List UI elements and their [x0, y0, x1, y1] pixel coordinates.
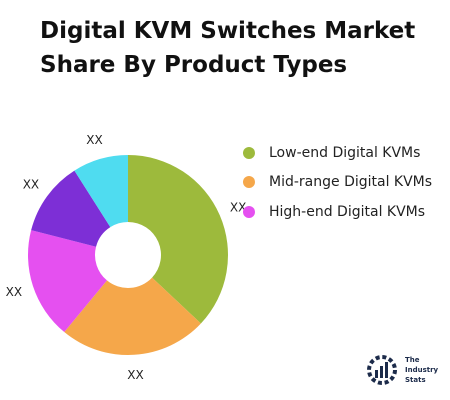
brand-logo: The Industry Stats [364, 352, 438, 388]
logo-line-3: Stats [405, 376, 426, 384]
legend-marker-low-end [243, 146, 255, 159]
legend-item-mid-range: Mid-range Digital KVMs [243, 168, 432, 198]
pie-slice-3 [28, 230, 107, 333]
data-label-5: XX [86, 133, 102, 147]
pie-slice-2 [64, 277, 201, 356]
pie-slice-4 [31, 170, 111, 247]
logo-line-1: The [405, 356, 420, 364]
legend-label-mid-range: Mid-range Digital KVMs [269, 174, 433, 191]
chart-legend: Low-end Digital KVMs Mid-range Digital K… [243, 138, 432, 227]
data-labels: XX XX XX XX XX [6, 133, 247, 382]
legend-marker-high-end [243, 205, 255, 218]
pie-slice-5 [74, 155, 128, 228]
logo-line-2: Industry [405, 366, 439, 374]
legend-label-low-end: Low-end Digital KVMs [269, 144, 421, 161]
pie-slices [28, 155, 228, 356]
data-label-4: XX [23, 177, 39, 191]
logo-text: The Industry Stats [405, 355, 438, 385]
data-label-3: XX [6, 285, 22, 299]
pie-slice-1 [128, 155, 228, 324]
chart-title: Digital KVM Switches Market Share By Pro… [40, 18, 416, 78]
legend-marker-mid-range [243, 176, 255, 189]
legend-label-high-end: High-end Digital KVMs [269, 203, 426, 220]
legend-item-low-end: Low-end Digital KVMs [243, 138, 432, 168]
legend-item-high-end: High-end Digital KVMs [243, 197, 432, 227]
data-label-1: XX [230, 200, 246, 214]
data-label-2: XX [127, 368, 143, 382]
gear-bar-chart-icon [367, 355, 397, 385]
